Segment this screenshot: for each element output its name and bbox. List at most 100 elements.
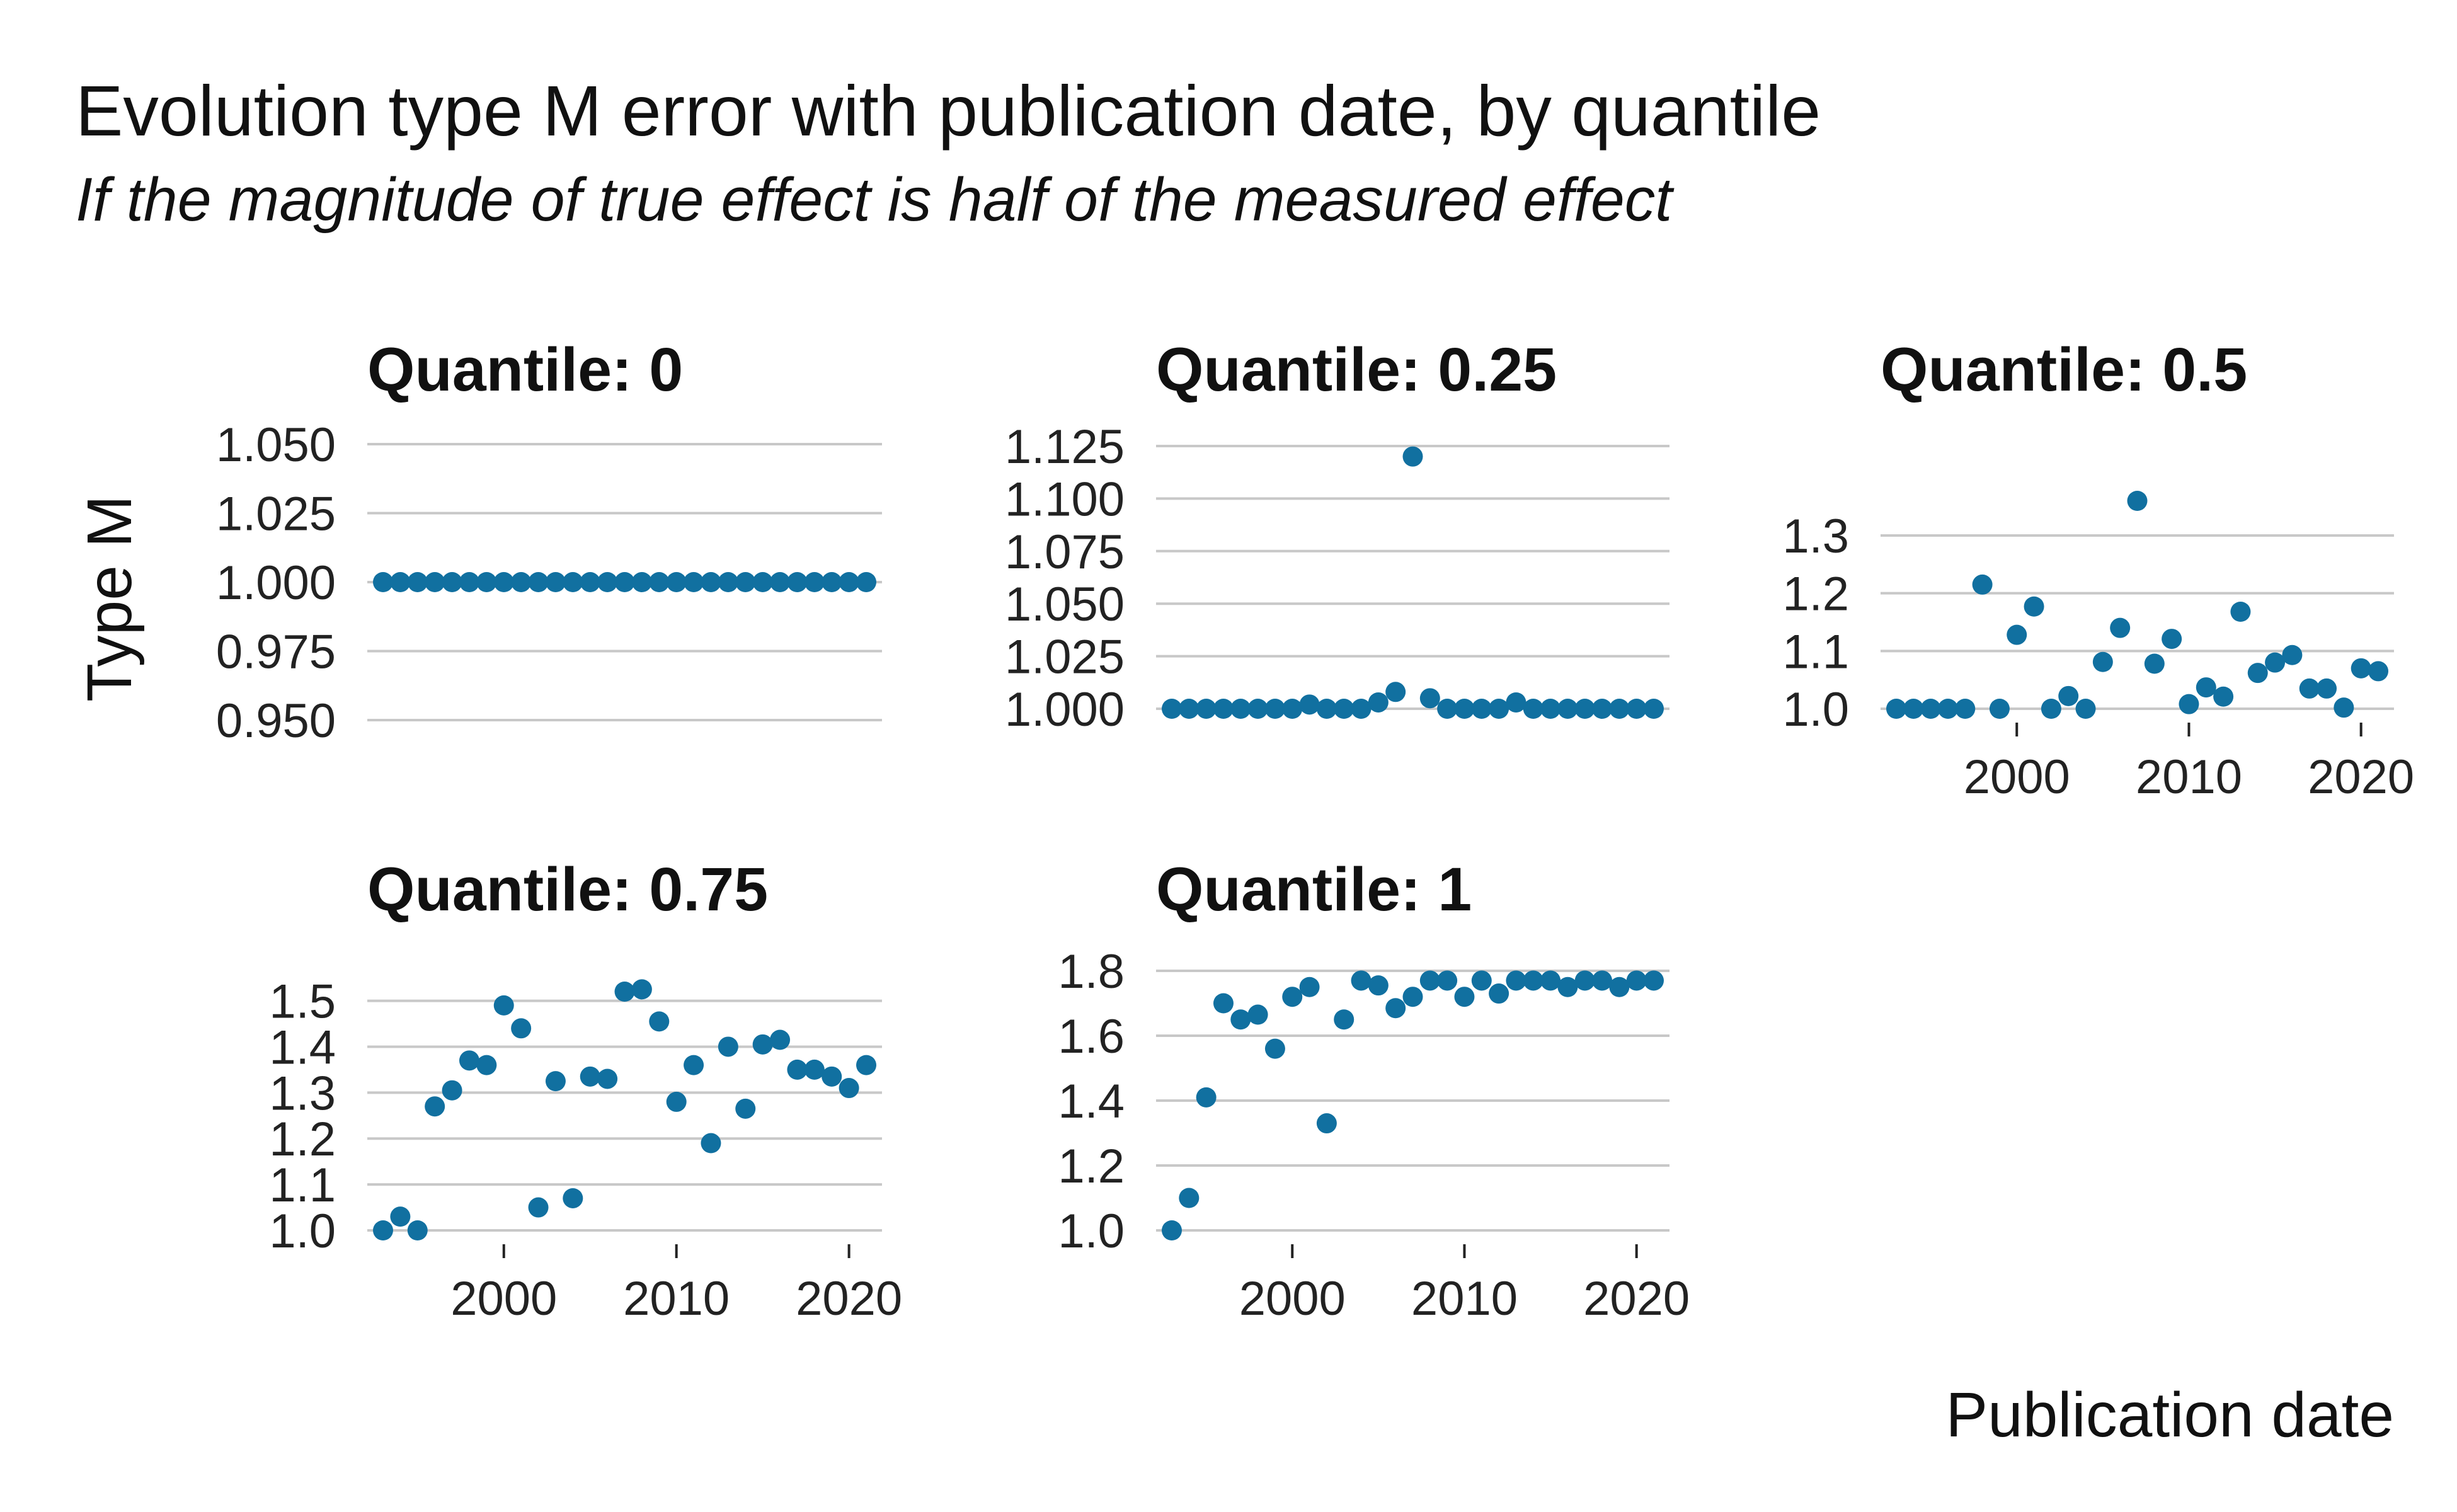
data-point xyxy=(1402,987,1423,1007)
data-point xyxy=(1506,970,1526,991)
data-point xyxy=(1471,699,1492,719)
data-point xyxy=(1334,1009,1354,1030)
x-tick-label: 2020 xyxy=(1583,1272,1690,1326)
data-point xyxy=(1196,1087,1217,1108)
data-point xyxy=(1644,699,1664,719)
data-point xyxy=(1489,699,1509,719)
data-point xyxy=(701,572,721,592)
data-point xyxy=(752,1034,773,1055)
data-point xyxy=(1368,975,1389,996)
data-point xyxy=(631,979,652,1000)
data-point xyxy=(822,1066,842,1087)
data-point xyxy=(1299,694,1320,715)
data-point xyxy=(545,1071,566,1092)
data-point xyxy=(1506,692,1526,713)
y-tick-label: 1.8 xyxy=(1058,945,1125,999)
data-point xyxy=(1179,1188,1200,1208)
y-tick-label: 0.975 xyxy=(216,626,336,679)
x-tick-label: 2020 xyxy=(2308,750,2414,804)
data-point xyxy=(459,1050,479,1071)
data-point xyxy=(822,572,842,592)
data-point xyxy=(528,572,549,592)
facet-panels: Quantile: 00.9500.9751.0001.0251.050Quan… xyxy=(216,335,2414,1326)
y-tick-label: 0.950 xyxy=(216,694,336,748)
data-point xyxy=(787,1059,808,1080)
data-point xyxy=(804,572,825,592)
y-tick-label: 1.3 xyxy=(269,1067,336,1120)
data-point xyxy=(839,572,859,592)
data-point xyxy=(666,572,687,592)
data-point xyxy=(1351,699,1372,719)
data-point xyxy=(1989,699,2010,719)
data-point xyxy=(2299,678,2320,699)
y-tick-label: 1.3 xyxy=(1782,510,1849,563)
data-point xyxy=(684,1055,704,1075)
data-point xyxy=(407,1220,428,1240)
data-point xyxy=(1920,699,1941,719)
data-point xyxy=(718,572,738,592)
data-point xyxy=(1574,699,1595,719)
data-point xyxy=(373,1220,393,1240)
data-point xyxy=(2041,699,2061,719)
data-point xyxy=(1437,970,1458,991)
data-point xyxy=(2282,644,2303,665)
x-tick-label: 2000 xyxy=(1964,750,2070,804)
data-point xyxy=(1230,1009,1251,1030)
data-point xyxy=(2247,663,2268,684)
data-point xyxy=(1179,699,1200,719)
data-point xyxy=(2058,685,2079,706)
y-tick-label: 1.000 xyxy=(216,556,336,610)
data-point xyxy=(1471,970,1492,991)
data-point xyxy=(684,572,704,592)
data-point xyxy=(390,572,411,592)
data-point xyxy=(2351,658,2371,679)
y-tick-label: 1.025 xyxy=(1005,631,1125,684)
data-point xyxy=(1609,699,1630,719)
data-point xyxy=(528,1197,549,1218)
data-point xyxy=(1419,688,1440,709)
data-point xyxy=(1540,970,1561,991)
data-point xyxy=(390,1206,411,1227)
x-tick-label: 2010 xyxy=(2136,750,2242,804)
data-point xyxy=(856,1055,876,1075)
data-point xyxy=(787,572,808,592)
data-point xyxy=(1454,987,1475,1007)
panel-title: Quantile: 0.25 xyxy=(1156,335,1557,404)
panel-title: Quantile: 0 xyxy=(367,335,683,404)
data-point xyxy=(718,1036,738,1057)
data-point xyxy=(1162,699,1182,719)
x-tick-label: 2000 xyxy=(1239,1272,1346,1326)
data-point xyxy=(425,572,445,592)
data-point xyxy=(1609,976,1630,997)
data-point xyxy=(1385,682,1406,702)
chart-subtitle: If the magnitude of true effect is half … xyxy=(76,165,1675,234)
data-point xyxy=(1316,699,1337,719)
data-point xyxy=(1299,976,1320,997)
y-tick-label: 1.0 xyxy=(269,1205,336,1258)
data-point xyxy=(1540,699,1561,719)
data-point xyxy=(1230,699,1251,719)
data-point xyxy=(597,1068,618,1089)
panel-title: Quantile: 1 xyxy=(1156,855,1472,924)
panel-title: Quantile: 0.75 xyxy=(367,855,768,924)
panel-title: Quantile: 0.5 xyxy=(1881,335,2247,404)
data-point xyxy=(839,1078,859,1099)
data-point xyxy=(2127,491,2148,511)
y-tick-label: 1.4 xyxy=(269,1021,336,1074)
data-point xyxy=(442,1080,462,1101)
data-point xyxy=(2075,699,2096,719)
data-point xyxy=(1886,699,1906,719)
data-point xyxy=(1937,699,1958,719)
data-point xyxy=(1351,970,1372,991)
data-point xyxy=(1955,699,1976,719)
x-tick-label: 2020 xyxy=(796,1272,902,1326)
data-point xyxy=(1213,993,1234,1014)
data-point xyxy=(2110,617,2131,638)
data-point xyxy=(2334,697,2354,718)
y-tick-label: 1.2 xyxy=(269,1113,336,1166)
panel-3: Quantile: 0.5 1.01.11.21.3 2000 2010 2020 xyxy=(1782,335,2414,804)
data-point xyxy=(1972,574,1993,595)
data-point xyxy=(735,572,756,592)
data-point xyxy=(373,572,393,592)
